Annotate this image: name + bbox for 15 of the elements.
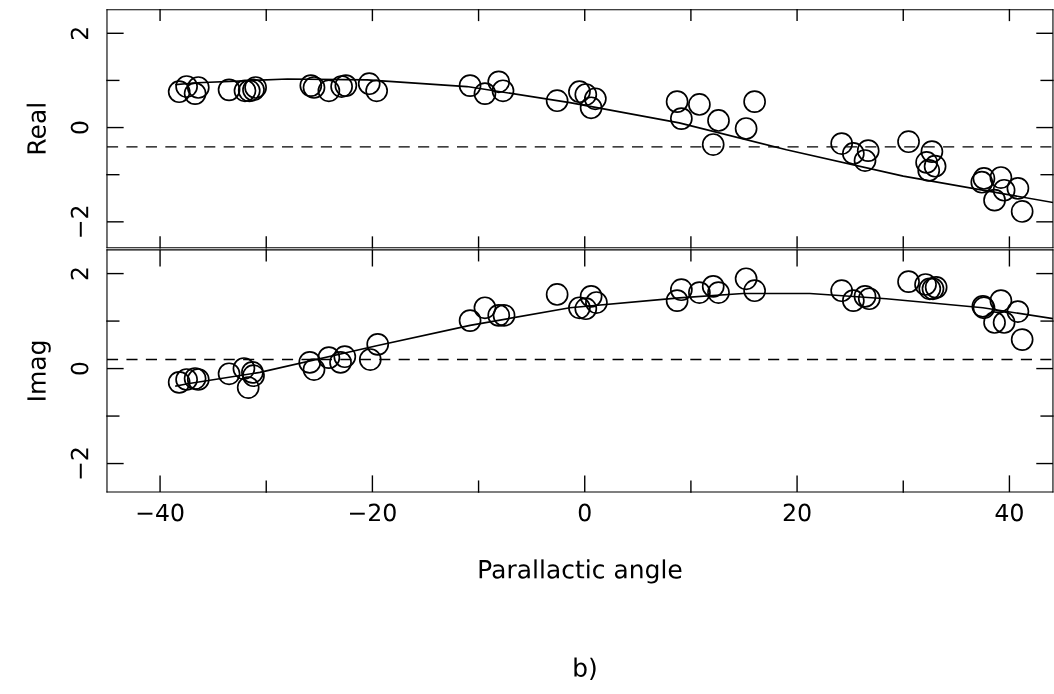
y-tick-label: 0 — [70, 121, 89, 134]
y-tick-label: −2 — [70, 448, 89, 479]
y-tick-label: −2 — [70, 206, 89, 237]
y-axis-title: Imag — [27, 341, 51, 400]
y-tick-label: 2 — [70, 28, 89, 40]
x-tick-label: 0 — [578, 503, 591, 522]
x-axis-title: Parallactic angle — [479, 559, 682, 584]
y-tick-label: 2 — [70, 268, 89, 280]
x-tick-label: −40 — [137, 503, 184, 522]
y-axis-title: Real — [26, 104, 46, 154]
x-tick-label: 40 — [995, 503, 1023, 522]
x-tick-label: 20 — [783, 503, 811, 522]
x-tick-label: −20 — [349, 503, 396, 522]
text: b) — [574, 657, 596, 680]
y-tick-label: 0 — [70, 362, 89, 375]
